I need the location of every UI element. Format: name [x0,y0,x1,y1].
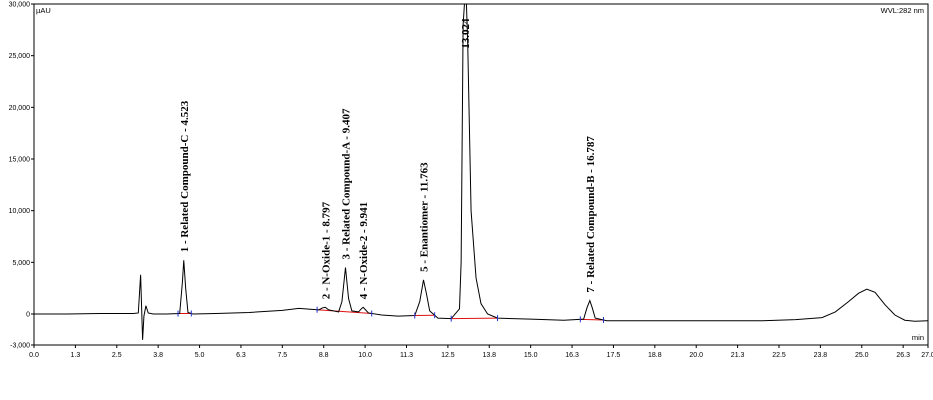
peak-label: 1 - Related Compound-C - 4.523 [179,100,191,252]
peak-label: 2 - N-Oxide-1 - 8.797 [320,201,332,299]
y-tick-label: 5,000 [12,260,30,267]
y-tick-label: 20,000 [9,105,31,112]
x-tick-label: 22.5 [772,352,786,359]
y-tick-label: 30,000 [9,2,31,9]
x-tick-label: 7.5 [277,352,287,359]
y-tick-label: 25,000 [9,53,31,60]
baseline-segment [451,317,498,320]
baseline-segment [317,309,372,314]
x-tick-label: 15.0 [524,352,538,359]
x-tick-label: 3.8 [153,352,163,359]
peak-label: 5 - Enantiomer - 11.763 [419,162,431,272]
x-tick-label: 0.0 [29,352,39,359]
peak-label: 3 - Related Compound-A - 9.407 [341,108,353,259]
peak-label: 4 - N-Oxide-2 - 9.941 [358,202,370,299]
plot-frame [33,3,929,346]
peak-labels: 1 - Related Compound-C - 4.523 2 - N-Oxid… [179,18,597,299]
peak-label: 13.024 [460,18,472,49]
y-tick-label: 10,000 [9,208,31,215]
x-axis: 0.0 1.3 2.5 3.8 5.0 6.3 7.5 8.8 10.0 11.3 12.5 13.8… [29,345,933,359]
x-tick-label: 6.3 [236,352,246,359]
integration-baselines [178,309,604,321]
x-tick-label: 13.8 [482,352,496,359]
x-tick-label: 20.0 [689,352,703,359]
x-tick-label: 25.0 [855,352,869,359]
x-tick-label: 1.3 [71,352,81,359]
x-tick-label: 26.3 [896,352,910,359]
x-tick-label: 2.5 [112,352,122,359]
x-tick-label: 5.0 [195,352,205,359]
x-tick-label: 21.3 [731,352,745,359]
chromatogram-trace [34,3,929,340]
peak-markers [177,306,605,323]
x-tick-label: 11.3 [400,352,413,359]
x-tick-label: 8.8 [319,352,329,359]
baseline-segment [580,318,604,321]
y-unit-label: µAU [36,6,51,15]
y-axis: 30,000 25,000 20,000 15,000 10,000 5,000 0 -3,0… [9,2,34,350]
y-tick-label: 15,000 [9,157,31,164]
x-tick-label: 12.5 [441,352,455,359]
x-tick-label: 17.5 [607,352,621,359]
y-tick-label: -3,000 [10,343,30,350]
y-tick-label: 0 [26,312,30,319]
wavelength-label: WVL:282 nm [881,6,924,15]
x-tick-label: 18.8 [648,352,662,359]
x-tick-label: 27.0 [921,352,933,359]
x-tick-label: 10.0 [358,352,372,359]
peak-label: 7 - Related Compound-B - 16.787 [585,136,597,293]
x-tick-label: 16.3 [565,352,579,359]
x-unit-label: min [912,333,924,342]
x-tick-label: 23.8 [814,352,828,359]
